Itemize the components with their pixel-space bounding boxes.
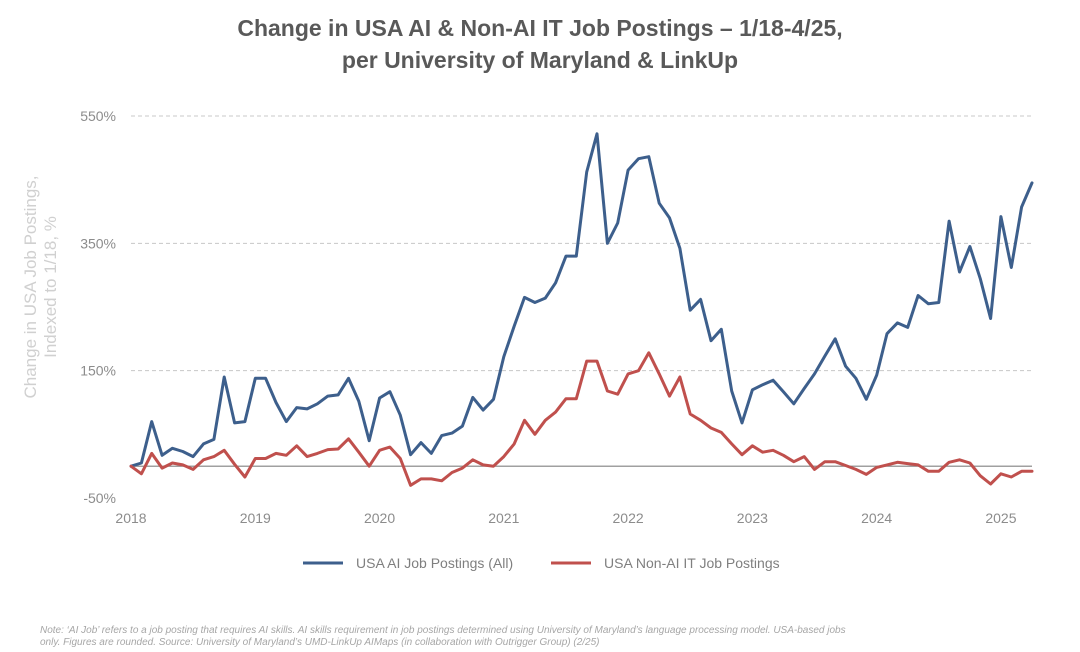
x-tick-label: 2020 [364, 510, 395, 526]
footnote-line1: Note: ‘AI Job’ refers to a job posting t… [40, 625, 846, 636]
legend-label-ai: USA AI Job Postings (All) [356, 555, 513, 571]
legend-label-nonai: USA Non-AI IT Job Postings [604, 555, 780, 571]
gridlines [131, 115, 1032, 372]
x-tick-label: 2023 [737, 510, 768, 526]
x-tick-label: 2021 [488, 510, 519, 526]
y-axis-label-line1: Change in USA Job Postings, [21, 175, 40, 398]
legend: USA AI Job Postings (All) USA Non-AI IT … [303, 555, 780, 571]
series-line-nonai [129, 351, 1034, 487]
y-tick-label: 550% [80, 108, 116, 124]
x-tick-label: 2022 [613, 510, 644, 526]
x-tick-label: 2019 [240, 510, 271, 526]
y-tick-label: 150% [80, 363, 116, 379]
chart-title: Change in USA AI & Non-AI IT Job Posting… [0, 12, 1080, 76]
chart-subtitle: per University of Maryland & LinkUp [341, 47, 739, 73]
chart-title-line1: Change in USA AI & Non-AI IT Job Posting… [237, 15, 843, 41]
series-line-ai [129, 132, 1034, 468]
y-axis-label-line2: Indexed to 1/18, % [41, 216, 60, 358]
x-tick-label: 2025 [985, 510, 1016, 526]
x-tick-label: 2024 [861, 510, 892, 526]
footnote-line2: only. Figures are rounded. Source: Unive… [40, 637, 600, 648]
y-tick-label: 350% [80, 235, 116, 251]
series-lines [129, 132, 1034, 487]
y-tick-label: -50% [83, 490, 116, 506]
footnote: Note: ‘AI Job’ refers to a job posting t… [40, 625, 1060, 649]
line-chart: 550% 350% 150% -50% 2018 2019 2020 2021 2022 2023… [21, 108, 1034, 571]
x-tick-label: 2018 [115, 510, 146, 526]
